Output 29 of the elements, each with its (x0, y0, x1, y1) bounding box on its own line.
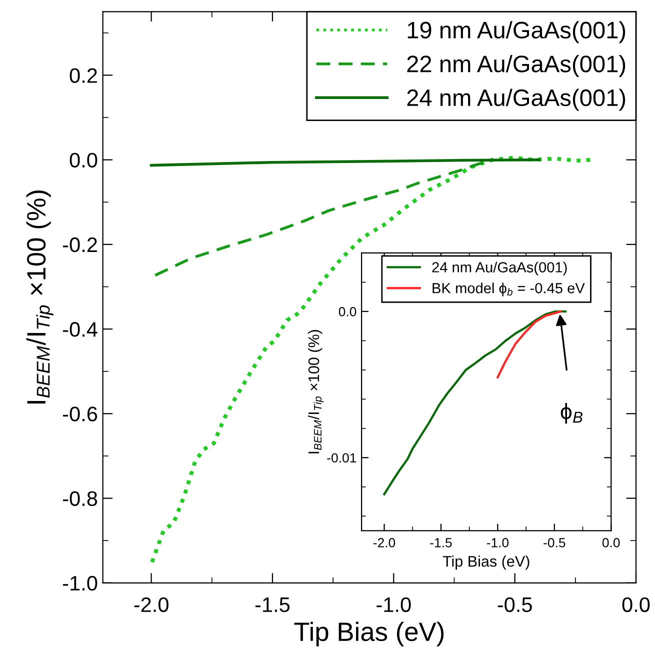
x-tick-label: -0.5 (544, 538, 566, 548)
x-tick-label: -1.0 (486, 538, 509, 548)
y-tick-label: 0.0 (70, 152, 98, 168)
legend-label: 24 nm Au/GaAs(001) (432, 262, 567, 276)
y-tick-label: -0.2 (63, 237, 97, 252)
y-tick-label: -1.0 (63, 576, 98, 591)
x-tick-label: -2.0 (373, 538, 396, 548)
x-tick-label: 0.0 (622, 597, 650, 612)
y-axis-title: I$_{BEEM}$/I$_{Tip}$ ×100 (%) (26, 190, 54, 404)
x-tick-label: -1.0 (376, 597, 411, 612)
legend-label: BK model ϕ$_{b}$ = -0.45 eV (432, 282, 585, 296)
y-axis-title: I$_{BEEM}$/I$_{Tip}$ ×100 (%) (308, 330, 324, 454)
legend-label: 19 nm Au/GaAs(001) (408, 21, 626, 44)
y-tick-label: -0.4 (63, 322, 98, 337)
y-tick-label: -0.8 (63, 491, 98, 506)
y-tick-label: -0.01 (327, 453, 356, 463)
legend-label: 22 nm Au/GaAs(001) (407, 54, 626, 77)
line-series (496, 310, 562, 378)
x-tick-label: -1.5 (255, 598, 290, 612)
y-tick-label: -0.6 (63, 406, 98, 422)
x-axis-title: Tip Bias (eV) (442, 556, 530, 570)
x-tick-label: -2.0 (134, 597, 168, 612)
x-tick-label: 0.0 (602, 538, 620, 548)
legend-label: 24 nm Au/GaAs(001) (407, 88, 626, 111)
x-tick-label: -0.5 (498, 597, 532, 612)
x-tick-label: -1.5 (430, 538, 452, 548)
y-tick-label: 0.2 (70, 68, 97, 83)
annotation: ϕ$_{B}$ (560, 402, 582, 424)
x-axis-title: Tip Bias (eV) (294, 622, 444, 646)
